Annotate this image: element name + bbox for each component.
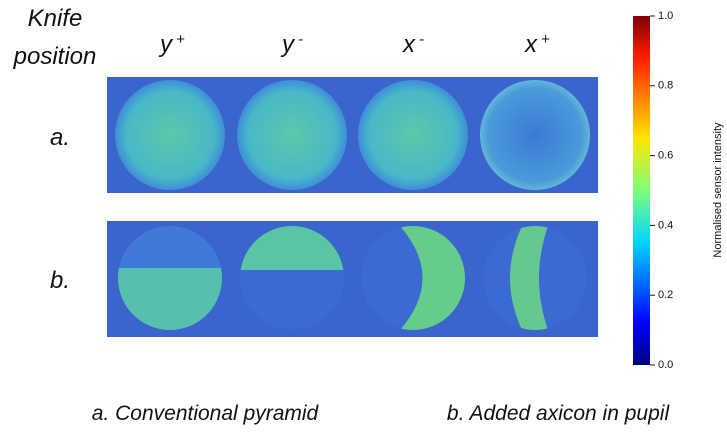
column-base: x	[524, 31, 538, 58]
column-label: x-	[402, 31, 424, 58]
colorbar-tick-label: 0.0	[658, 359, 673, 371]
colorbar-tick-label: 0.8	[658, 80, 673, 92]
column-sup: +	[176, 31, 185, 48]
column-base: x	[402, 31, 416, 58]
panels	[107, 77, 598, 338]
column-label: y-	[280, 31, 303, 58]
column-base: y	[158, 31, 174, 58]
figure: Knife position y+y-x-x+a.b.0.00.20.40.60…	[0, 0, 727, 433]
colorbar	[633, 16, 650, 365]
column-sup: +	[541, 31, 550, 48]
column-label: x+	[524, 31, 550, 58]
pupil	[237, 80, 347, 190]
colorbar-tick-label: 0.2	[658, 289, 673, 301]
row-label: b.	[50, 267, 70, 294]
column-label: y+	[158, 31, 185, 58]
pupil	[115, 80, 225, 190]
colorbar-label: Normalised sensor intensity	[712, 122, 724, 258]
colorbar-tick-label: 1.0	[658, 10, 673, 22]
header-title-1: Knife	[28, 5, 83, 32]
column-sup: -	[419, 31, 424, 48]
column-sup: -	[298, 31, 303, 48]
pupil	[358, 80, 468, 190]
colorbar-tick-label: 0.6	[658, 150, 673, 162]
caption: b. Added axicon in pupil	[447, 402, 671, 425]
row-label: a.	[50, 124, 70, 151]
pupil	[480, 80, 590, 190]
header-title-2: position	[13, 43, 97, 70]
colorbar-tick-label: 0.4	[658, 219, 673, 231]
caption: a. Conventional pyramid	[92, 402, 320, 425]
column-base: y	[280, 31, 296, 58]
